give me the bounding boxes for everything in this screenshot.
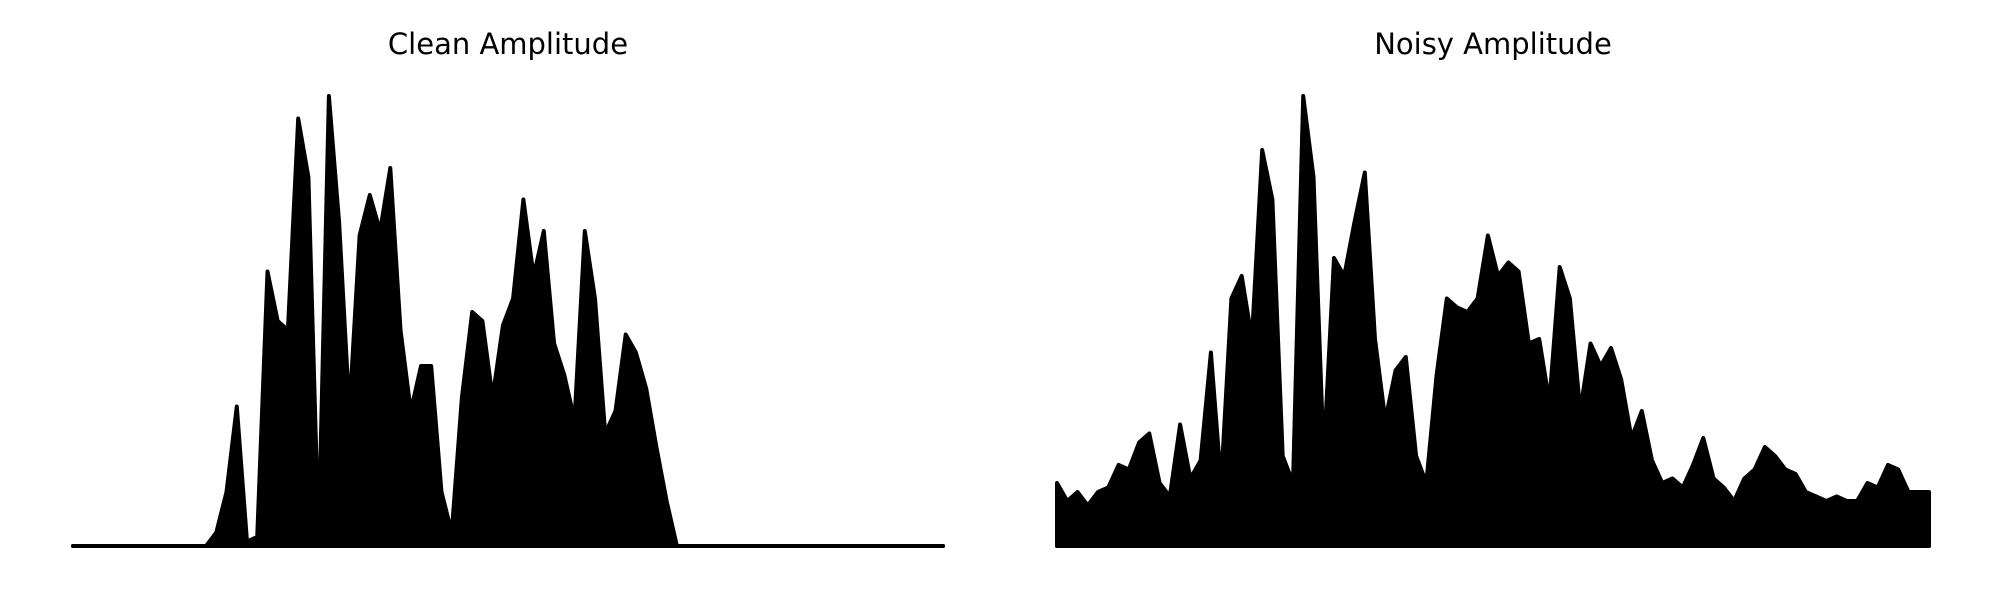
chart-title: Noisy Amplitude bbox=[1374, 27, 1612, 61]
amplitude-area bbox=[1055, 94, 1931, 548]
amplitude-area bbox=[71, 94, 945, 548]
chart-title: Clean Amplitude bbox=[388, 27, 628, 61]
